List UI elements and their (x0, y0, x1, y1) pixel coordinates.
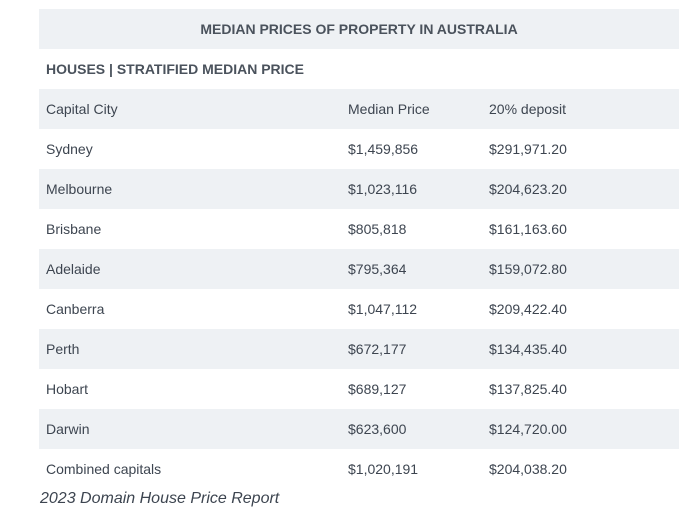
city-cell: Adelaide (39, 249, 341, 289)
section-heading: HOUSES | STRATIFIED MEDIAN PRICE (39, 49, 680, 89)
deposit-cell: $204,038.20 (482, 449, 680, 489)
table-row: Combined capitals $1,020,191 $204,038.20 (39, 449, 680, 489)
table-row: Hobart $689,127 $137,825.40 (39, 369, 680, 409)
median-price-cell: $689,127 (341, 369, 482, 409)
deposit-cell: $204,623.20 (482, 169, 680, 209)
city-cell: Darwin (39, 409, 341, 449)
table-row: Brisbane $805,818 $161,163.60 (39, 209, 680, 249)
median-price-cell: $1,047,112 (341, 289, 482, 329)
city-cell: Canberra (39, 289, 341, 329)
median-price-cell: $805,818 (341, 209, 482, 249)
median-price-cell: $795,364 (341, 249, 482, 289)
city-cell: Sydney (39, 129, 341, 169)
city-cell: Hobart (39, 369, 341, 409)
city-cell: Melbourne (39, 169, 341, 209)
table-row: Perth $672,177 $134,435.40 (39, 329, 680, 369)
deposit-cell: $291,971.20 (482, 129, 680, 169)
header-row: Capital City Median Price 20% deposit (39, 89, 680, 129)
table-row: Canberra $1,047,112 $209,422.40 (39, 289, 680, 329)
column-header-capital-city: Capital City (39, 89, 341, 129)
deposit-cell: $124,720.00 (482, 409, 680, 449)
deposit-cell: $137,825.40 (482, 369, 680, 409)
median-price-cell: $1,459,856 (341, 129, 482, 169)
table-title: MEDIAN PRICES OF PROPERTY IN AUSTRALIA (39, 9, 680, 49)
source-caption: 2023 Domain House Price Report (40, 490, 280, 507)
column-header-median-price: Median Price (341, 89, 482, 129)
table-row: Adelaide $795,364 $159,072.80 (39, 249, 680, 289)
median-price-cell: $1,023,116 (341, 169, 482, 209)
table-row: Sydney $1,459,856 $291,971.20 (39, 129, 680, 169)
price-table-container: MEDIAN PRICES OF PROPERTY IN AUSTRALIA H… (39, 9, 680, 489)
table-row: Melbourne $1,023,116 $204,623.20 (39, 169, 680, 209)
table-row: Darwin $623,600 $124,720.00 (39, 409, 680, 449)
column-header-deposit: 20% deposit (482, 89, 680, 129)
median-price-cell: $623,600 (341, 409, 482, 449)
deposit-cell: $134,435.40 (482, 329, 680, 369)
section-heading-row: HOUSES | STRATIFIED MEDIAN PRICE (39, 49, 680, 89)
city-cell: Perth (39, 329, 341, 369)
table-title-row: MEDIAN PRICES OF PROPERTY IN AUSTRALIA (39, 9, 680, 49)
median-price-table: MEDIAN PRICES OF PROPERTY IN AUSTRALIA H… (39, 9, 680, 489)
median-price-cell: $672,177 (341, 329, 482, 369)
median-price-cell: $1,020,191 (341, 449, 482, 489)
deposit-cell: $161,163.60 (482, 209, 680, 249)
city-cell: Brisbane (39, 209, 341, 249)
deposit-cell: $209,422.40 (482, 289, 680, 329)
deposit-cell: $159,072.80 (482, 249, 680, 289)
city-cell: Combined capitals (39, 449, 341, 489)
